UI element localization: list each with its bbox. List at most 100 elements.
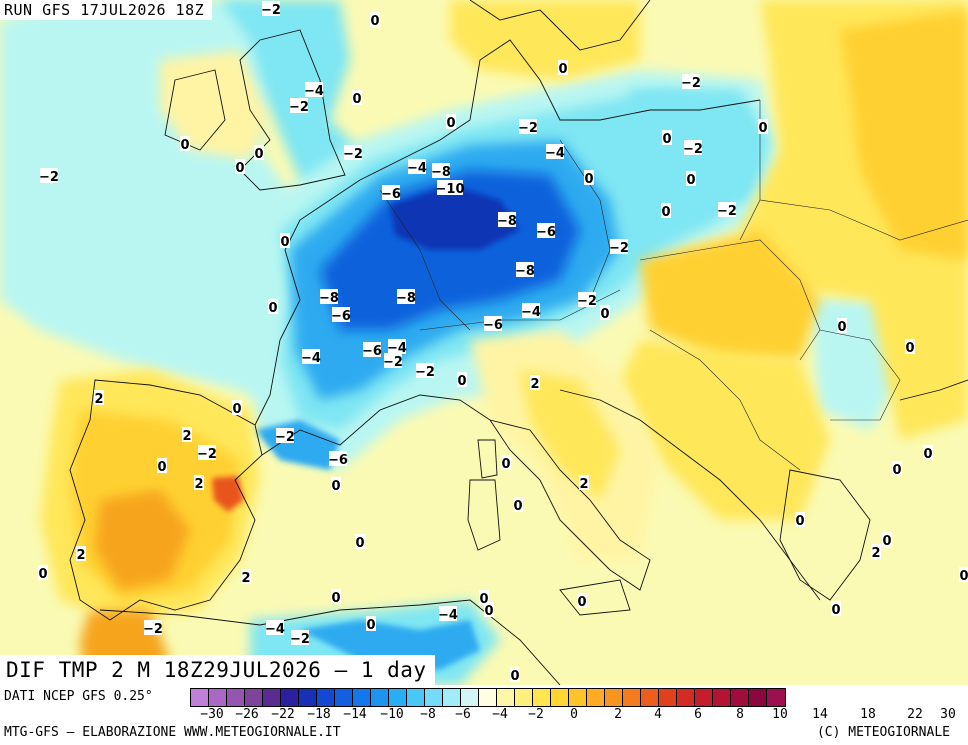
contour-label-text: 0: [352, 92, 361, 107]
contour-label-text: 2: [194, 477, 203, 492]
legend-swatch: [713, 689, 731, 706]
contour-label: 2: [871, 544, 881, 561]
contour-label-text: −4: [545, 146, 565, 161]
border-romania: [819, 329, 901, 421]
contour-label-bg: [198, 445, 216, 460]
legend-swatch: [281, 689, 299, 706]
contour-label: 2: [76, 546, 86, 563]
legend-tick-label: −14: [343, 707, 367, 722]
contour-label-bg: [331, 477, 341, 492]
contour-label-bg: [718, 202, 736, 217]
north-africa-cold-blue: [300, 620, 480, 670]
contour-label-text: 0: [370, 14, 379, 29]
temperature-anomaly-map: 0 −2 −4 −2 0 0 0 0 −2 −2 −4 0 0 −2 0 −4 −8 −10 −6 −8 −6 0 0 0 −2…: [0, 0, 968, 685]
contour-label-text: 0: [513, 499, 522, 514]
contour-label: 0: [758, 119, 768, 136]
coastline-sicily: [559, 579, 631, 616]
contour-label: −6: [483, 316, 503, 333]
contour-label-bg: [331, 589, 341, 604]
legend-swatch: [299, 689, 317, 706]
contour-label-text: −4: [521, 305, 541, 320]
contour-label-bg: [446, 114, 456, 129]
contour-label: 0: [254, 145, 264, 162]
contour-label-text: 0: [479, 592, 488, 607]
border-france-spain: [199, 394, 256, 426]
contour-label-text: −10: [436, 182, 465, 197]
east-europe-warm-gold: [840, 10, 968, 260]
contour-label: −2: [577, 292, 597, 309]
border-balkans: [649, 329, 801, 471]
legend-tick-label: −22: [271, 707, 295, 722]
contour-label-text: 0: [584, 172, 593, 187]
legend-swatch: [353, 689, 371, 706]
legend-swatch: [515, 689, 533, 706]
contour-label-text: 0: [831, 603, 840, 618]
coastline-adriatic: [559, 389, 821, 601]
contour-label-text: −6: [331, 309, 351, 324]
legend-tick-label: 8: [736, 707, 744, 722]
contour-label-bg: [510, 667, 520, 682]
contour-label-bg: [516, 262, 534, 277]
contour-label: −2: [415, 363, 435, 380]
contour-label-text: 0: [758, 121, 767, 136]
legend-tick-label: −8: [420, 707, 436, 722]
contour-label-bg: [905, 339, 915, 354]
legend-tick-label: −10: [380, 707, 404, 722]
contour-label: −4: [438, 606, 458, 623]
contour-label-text: −4: [304, 84, 324, 99]
contour-label-bg: [457, 372, 467, 387]
contour-label: −2: [681, 74, 701, 91]
contour-label-bg: [831, 601, 841, 616]
contour-label-bg: [513, 497, 523, 512]
contour-label: 0: [831, 601, 841, 618]
legend-tick-label: 30: [940, 707, 956, 722]
contour-label: −2: [289, 98, 309, 115]
contour-label-bg: [388, 339, 406, 354]
contour-label-bg: [276, 428, 294, 443]
coastline-ireland: [164, 69, 226, 151]
legend-swatch: [659, 689, 677, 706]
contour-label-bg: [408, 159, 426, 174]
legend-swatch: [191, 689, 209, 706]
contour-label: −10: [436, 180, 465, 197]
contour-label: −2: [518, 119, 538, 136]
contour-label-bg: [661, 203, 671, 218]
contour-label: 2: [579, 475, 589, 492]
contour-label: −4: [387, 339, 407, 356]
legend-swatch: [587, 689, 605, 706]
contour-label-bg: [578, 292, 596, 307]
contour-label-text: −2: [343, 147, 363, 162]
contour-label: −2: [261, 1, 281, 18]
legend-swatch: [497, 689, 515, 706]
contour-label: 0: [232, 400, 242, 417]
footer: DATI NCEP GFS 0.25° −30 −26 −22 −18 −14 −10 −8…: [0, 685, 968, 745]
contour-label: −6: [331, 307, 351, 324]
credit-left: MTG-GFS – ELABORAZIONE WWW.METEOGIORNALE…: [4, 725, 341, 740]
contour-label-bg: [682, 74, 700, 89]
coastline-france: [254, 179, 361, 426]
contour-label: −2: [609, 239, 629, 256]
contour-label: 0: [268, 299, 278, 316]
contour-label-bg: [397, 289, 415, 304]
contour-label: −4: [265, 620, 285, 637]
contour-label-text: 2: [76, 548, 85, 563]
contour-label-text: 0: [366, 618, 375, 633]
contour-label-bg: [795, 512, 805, 527]
legend-swatch: [227, 689, 245, 706]
contour-label-text: −4: [407, 161, 427, 176]
contour-label-text: 0: [662, 132, 671, 147]
contour-label: 0: [280, 233, 290, 250]
contour-label-bg: [363, 342, 381, 357]
contour-label-text: −2: [39, 170, 59, 185]
contour-label-bg: [501, 455, 511, 470]
contour-label-bg: [302, 349, 320, 364]
contour-label-text: 2: [871, 546, 880, 561]
contour-label-bg: [530, 375, 540, 390]
contour-label: 0: [686, 171, 696, 188]
data-source-label: DATI NCEP GFS 0.25°: [4, 689, 153, 704]
contour-label-text: 0: [686, 173, 695, 188]
contour-label: −4: [304, 82, 324, 99]
legend-swatch: [641, 689, 659, 706]
contour-label-text: −2: [717, 204, 737, 219]
contour-label-bg: [837, 318, 847, 333]
